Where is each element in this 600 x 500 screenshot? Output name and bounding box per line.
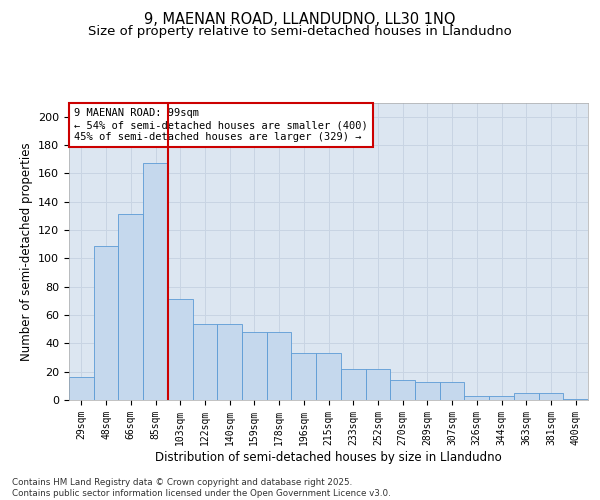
Bar — [514, 393, 539, 400]
Text: 9, MAENAN ROAD, LLANDUDNO, LL30 1NQ: 9, MAENAN ROAD, LLANDUDNO, LL30 1NQ — [144, 12, 456, 28]
Bar — [563, 398, 588, 400]
Bar — [415, 382, 440, 400]
Y-axis label: Number of semi-detached properties: Number of semi-detached properties — [20, 142, 32, 360]
Bar — [292, 353, 316, 400]
Bar — [69, 378, 94, 400]
X-axis label: Distribution of semi-detached houses by size in Llandudno: Distribution of semi-detached houses by … — [155, 450, 502, 464]
Bar — [217, 324, 242, 400]
Bar — [193, 324, 217, 400]
Bar — [118, 214, 143, 400]
Bar — [365, 369, 390, 400]
Bar — [440, 382, 464, 400]
Bar — [168, 300, 193, 400]
Bar — [267, 332, 292, 400]
Bar — [242, 332, 267, 400]
Bar — [143, 164, 168, 400]
Bar — [464, 396, 489, 400]
Bar — [94, 246, 118, 400]
Text: 9 MAENAN ROAD: 99sqm
← 54% of semi-detached houses are smaller (400)
45% of semi: 9 MAENAN ROAD: 99sqm ← 54% of semi-detac… — [74, 108, 368, 142]
Bar — [316, 353, 341, 400]
Bar — [539, 393, 563, 400]
Bar — [489, 396, 514, 400]
Text: Contains HM Land Registry data © Crown copyright and database right 2025.
Contai: Contains HM Land Registry data © Crown c… — [12, 478, 391, 498]
Bar — [390, 380, 415, 400]
Text: Size of property relative to semi-detached houses in Llandudno: Size of property relative to semi-detach… — [88, 25, 512, 38]
Bar — [341, 369, 365, 400]
